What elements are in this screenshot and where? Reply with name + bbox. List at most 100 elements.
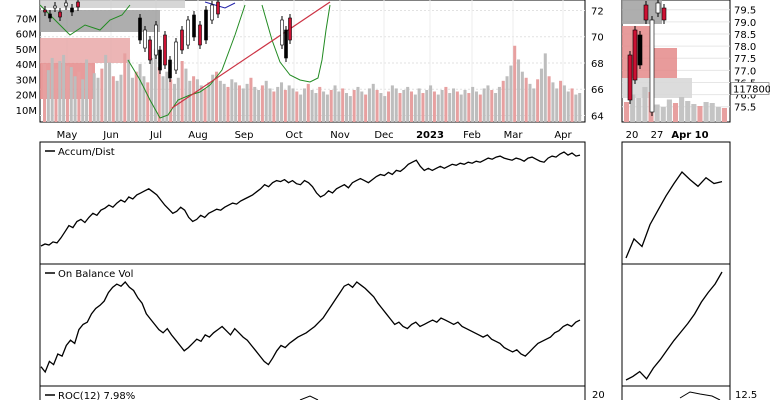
zoom-volume-bar	[721, 108, 727, 122]
candle-body	[204, 9, 208, 41]
vbp-block	[40, 38, 130, 63]
zoom-axes: 79.579.078.578.077.577.076.576.075.51178…	[626, 6, 770, 141]
volume-bar	[100, 68, 104, 122]
last-volume-tag	[730, 82, 770, 95]
accum-zoom-frame	[621, 141, 731, 265]
zoom-volume-bar	[679, 97, 685, 122]
volume-bar	[440, 89, 444, 122]
volume-bar	[509, 65, 513, 122]
volume-bar	[199, 85, 203, 122]
candle-body	[58, 11, 62, 18]
obv-zoom-frame	[621, 263, 731, 387]
volume-bar	[104, 54, 108, 122]
price-tick-label: 66	[591, 85, 604, 96]
x-tick-label: Mar	[504, 130, 524, 141]
accum-dist-zoom-series	[625, 171, 723, 259]
volume-bar	[364, 94, 368, 122]
vbp-block	[40, 10, 160, 32]
price-tick-label: 68	[591, 59, 604, 70]
zoom-volume-bar	[636, 98, 642, 122]
zoom-candle-body	[627, 54, 633, 101]
volume-bar	[226, 86, 230, 122]
volume-bar	[406, 86, 410, 122]
volume-bar	[570, 88, 574, 122]
zoom-volume-bar	[691, 104, 697, 122]
x-tick-label: May	[57, 130, 78, 141]
zoom-price-tick-label: 77.5	[734, 54, 756, 65]
volume-bar	[211, 74, 215, 122]
volume-bar	[245, 83, 249, 122]
volume-bar	[574, 94, 578, 122]
candle-body	[138, 17, 142, 41]
volume-bar	[169, 79, 173, 122]
volume-bar	[505, 76, 509, 122]
accum-dist-zoom-line	[625, 171, 723, 259]
candle-body	[148, 39, 152, 61]
volume-bar	[111, 76, 115, 122]
x-tick-label: Dec	[374, 130, 393, 141]
volume-bar	[360, 91, 364, 122]
volume-bar	[260, 85, 264, 122]
zoom-candles	[627, 0, 667, 116]
volume-bar	[192, 76, 196, 122]
candle-body	[180, 29, 184, 51]
volume-bar	[77, 71, 81, 122]
volume-bar	[367, 88, 371, 122]
zoom-candle-body	[632, 29, 638, 81]
roc-line	[299, 391, 721, 400]
zoom-price-tick-label: 75.5	[734, 103, 756, 114]
volume-bar	[520, 71, 524, 122]
volume-bar	[283, 89, 287, 122]
volume-bar	[578, 93, 582, 122]
volume-bar	[291, 88, 295, 122]
zoom-volume-bar	[697, 106, 703, 122]
volume-bar	[188, 80, 192, 122]
volume-bars	[43, 45, 582, 123]
volume-bar	[222, 83, 226, 122]
volume-bar	[46, 70, 50, 122]
volume-bar	[497, 86, 501, 122]
x-tick-label: Sep	[235, 130, 254, 141]
main-axes: 70M 60M 50M 40M 30M 20M 10M 72 70 68 66 64 May Jun Jul…	[16, 6, 604, 141]
zoom-price-tick-label: 77.0	[734, 66, 756, 77]
zoom-volume-bar	[642, 87, 648, 122]
volume-bar	[455, 91, 459, 122]
volume-bar	[85, 59, 89, 122]
volume-bar	[150, 57, 154, 123]
volume-bar	[62, 54, 66, 122]
zoom-candle-body	[649, 19, 655, 113]
zoom-vbp-block	[622, 78, 692, 98]
volume-bar	[467, 93, 471, 122]
vbp-block	[40, 0, 185, 8]
volume-bar	[54, 68, 58, 122]
volume-bar	[153, 48, 157, 122]
bollinger-mid	[204, 1, 236, 9]
volume-bar	[306, 83, 310, 122]
candle-body	[64, 2, 68, 7]
roc-label-group: ROC(12) 7.98%	[45, 391, 135, 400]
volume-bar	[207, 82, 211, 122]
volume-bar	[478, 94, 482, 122]
volume-bar	[413, 94, 417, 122]
roc-label: ROC(12) 7.98%	[58, 391, 135, 400]
zoom-volume-bar	[624, 102, 630, 122]
volume-bar	[371, 83, 375, 122]
price-overlays	[39, 1, 331, 119]
zoom-x-tick-label: 20	[626, 130, 639, 141]
price-tick-label: 70	[591, 33, 604, 44]
x-tick-label: Feb	[463, 130, 481, 141]
x-tick-label: 2023	[416, 130, 444, 141]
volume-bar	[138, 64, 142, 122]
volume-bar	[203, 88, 207, 122]
volume-bar	[318, 86, 322, 122]
volume-bar	[417, 88, 421, 122]
volume-bar	[490, 89, 494, 122]
volume-bar	[280, 82, 284, 122]
candle-body	[192, 14, 196, 38]
volume-bar	[337, 91, 341, 122]
volume-bar	[482, 88, 486, 122]
obv-label: On Balance Vol	[58, 269, 133, 280]
volume-tick-label: 60M	[16, 30, 37, 41]
volume-bar	[130, 77, 134, 122]
volume-bar	[215, 71, 219, 122]
